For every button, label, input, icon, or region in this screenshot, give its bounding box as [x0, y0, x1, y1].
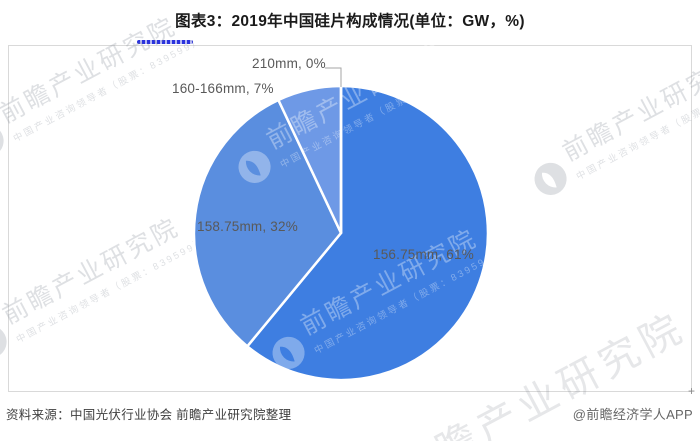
pie-label-160-166mm: 160-166mm, 7%: [172, 81, 274, 96]
pie-label-158-75mm: 158.75mm, 32%: [197, 219, 298, 234]
pie-label-210mm: 210mm, 0%: [252, 56, 326, 71]
page-title: 图表3：2019年中国硅片构成情况(单位：GW，%): [175, 13, 525, 30]
pie-label-156-75mm: 156.75mm, 61%: [373, 247, 474, 262]
title-underline-squiggle-icon: [137, 40, 193, 44]
plot-area-border: [8, 45, 692, 392]
pie-slice-158.75mm: [192, 98, 343, 348]
leader-line-210mm: [325, 67, 342, 87]
pie-slice-156.75mm: [246, 84, 490, 382]
source-note: 资料来源：中国光伏行业协会 前瞻产业研究院整理: [6, 408, 292, 422]
cursor-plus-artifact: +: [688, 384, 696, 398]
credit-note: @前瞻经济学人APP: [572, 407, 693, 422]
